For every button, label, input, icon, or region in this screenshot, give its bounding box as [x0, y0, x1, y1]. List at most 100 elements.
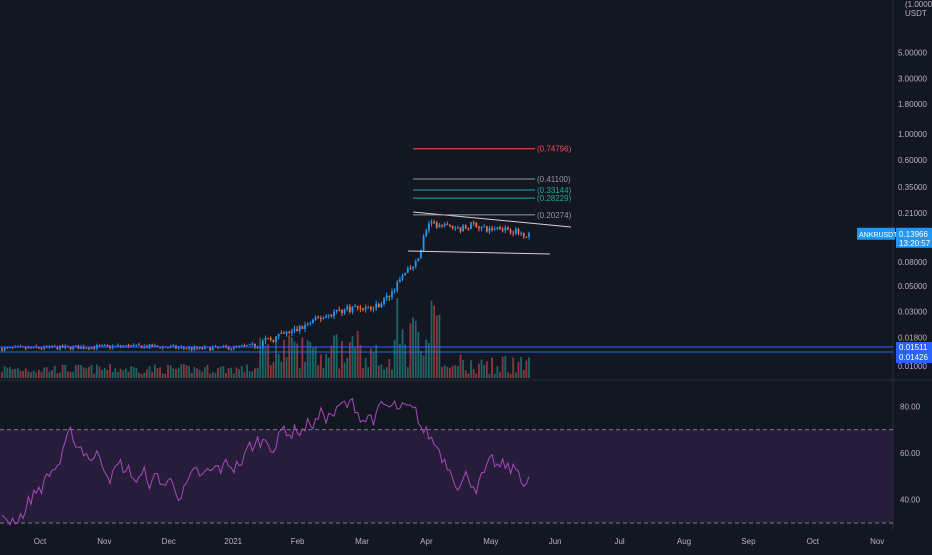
price-tick-label: 0.03000 — [898, 308, 927, 317]
candle-body — [520, 232, 522, 234]
fib-level-label: (0.41100) — [537, 175, 571, 184]
candle-body — [40, 348, 43, 350]
candle-body — [290, 330, 293, 333]
candle-body — [304, 324, 306, 330]
rsi-tick-label: 80.00 — [900, 402, 921, 411]
candle-body — [420, 250, 422, 259]
candle-body — [522, 232, 525, 237]
candle-body — [277, 333, 280, 337]
candle-body — [251, 343, 254, 345]
candle-body — [243, 345, 246, 347]
candle-body — [225, 345, 227, 347]
price-axis-header: USDT — [905, 9, 927, 18]
candle-body — [433, 221, 436, 223]
volume-bar — [11, 369, 14, 378]
horizontal-levels[interactable] — [0, 346, 893, 353]
candle-body — [377, 303, 380, 308]
candle-body — [74, 345, 77, 347]
volume-bar — [488, 373, 491, 378]
candle-body — [470, 222, 472, 230]
volume-bar — [172, 368, 175, 378]
volume-bar — [433, 305, 436, 378]
candle-body — [261, 340, 264, 347]
candle-body — [314, 317, 317, 320]
volume-bar — [211, 371, 214, 378]
volume-bar — [127, 371, 130, 378]
volume-bar — [182, 364, 185, 378]
time-tick-label: Nov — [870, 537, 884, 546]
volume-bar — [156, 367, 159, 378]
volume-bar — [77, 364, 80, 378]
time-tick-label: Nov — [97, 537, 111, 546]
volume-bar — [472, 369, 475, 378]
volume-bar — [377, 365, 380, 378]
candle-body — [401, 275, 404, 280]
price-tick-label: 0.01800 — [898, 334, 927, 343]
volume-bar — [243, 372, 246, 378]
candle-body — [132, 344, 135, 346]
candle-body — [317, 317, 320, 319]
candle-body — [443, 224, 446, 227]
volume-bar — [37, 369, 40, 378]
volume-bar — [35, 372, 38, 378]
volume-bar — [148, 366, 151, 378]
volume-bar — [459, 354, 462, 378]
volume-bar — [346, 357, 349, 378]
volume-bar — [72, 371, 75, 378]
fib-levels[interactable]: (0.74796) (0.41100) (0.33144)(0.28229) (0.2… — [413, 145, 572, 220]
rsi-overbought-oversold-band — [0, 429, 893, 523]
volume-bar — [478, 363, 480, 378]
candle-body — [6, 347, 9, 349]
volume-bar — [138, 372, 140, 378]
candle-body — [298, 326, 301, 332]
volume-bar — [159, 367, 161, 378]
volume-bar — [319, 354, 322, 378]
candle-body — [101, 345, 104, 347]
candle-body — [348, 306, 351, 312]
volume-bar — [222, 366, 225, 378]
volume-bar — [375, 344, 378, 378]
volume-bar — [512, 357, 515, 378]
candle-body — [124, 345, 127, 347]
candle-body — [275, 336, 277, 342]
volume-bar — [259, 337, 262, 378]
volume-bar — [296, 343, 299, 378]
candle-body — [512, 232, 515, 234]
volume-bar — [6, 367, 9, 378]
volume-bar — [219, 366, 222, 378]
candle-body — [346, 306, 349, 310]
volume-bar — [333, 335, 335, 378]
candle-body — [514, 229, 517, 234]
volume-bar — [175, 369, 177, 378]
last-price-label: 0.13966 — [899, 230, 928, 239]
volume-bar — [306, 339, 309, 378]
candle-body — [446, 224, 449, 226]
price-axis[interactable]: (1.0000)USDT 5.00000 3.00000 1.80000 1.00000… — [898, 0, 932, 371]
time-tick-label: Oct — [34, 537, 47, 546]
candle-body — [254, 343, 256, 348]
candle-body — [82, 346, 85, 349]
volume-bar — [40, 371, 43, 378]
time-tick-label: Jun — [549, 537, 562, 546]
candle-body — [383, 298, 385, 304]
level-tag-label: 0.01426 — [899, 353, 928, 362]
volume-bar — [180, 364, 183, 378]
volume-bar — [251, 371, 254, 378]
volume-bar — [507, 372, 509, 378]
volume-bar — [69, 371, 72, 378]
symbol-tag — [857, 227, 895, 240]
last-price-tag — [896, 227, 932, 248]
volume-bar — [22, 371, 24, 378]
time-tick-label: May — [483, 537, 498, 546]
time-axis[interactable]: Oct Nov Dec 2021 Feb Mar Apr May Jun Jul Aug Sep Oct… — [34, 537, 885, 546]
candle-body — [301, 326, 304, 330]
candle-body — [388, 295, 391, 298]
candle-body — [227, 346, 230, 350]
volume-bar — [285, 357, 288, 378]
candle-body — [396, 282, 399, 291]
candle-body — [312, 319, 314, 323]
candle-body — [196, 346, 198, 349]
volume-bar — [325, 353, 328, 378]
